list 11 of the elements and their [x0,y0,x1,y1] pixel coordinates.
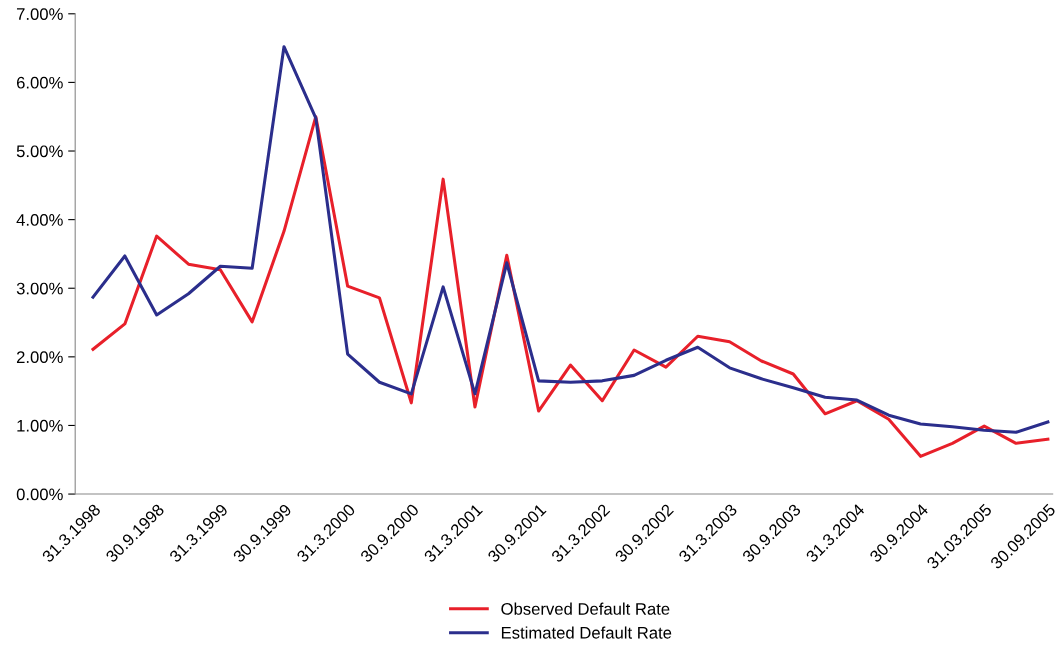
legend-label: Estimated Default Rate [501,626,672,639]
y-tick-label: 5.00% [16,145,63,158]
y-tick-label: 1.00% [17,419,63,432]
line-series [91,45,1050,434]
y-tick-label: 3.00% [16,282,63,295]
y-tick-label: 4.00% [16,214,63,226]
y-tick-label: 0.00% [16,488,63,501]
legend-label: Observed Default Rate [501,602,670,615]
y-tick-label: 2.00% [16,351,63,364]
y-tick-label: 7.00% [16,8,63,20]
y-tick-label: 6.00% [16,76,63,89]
